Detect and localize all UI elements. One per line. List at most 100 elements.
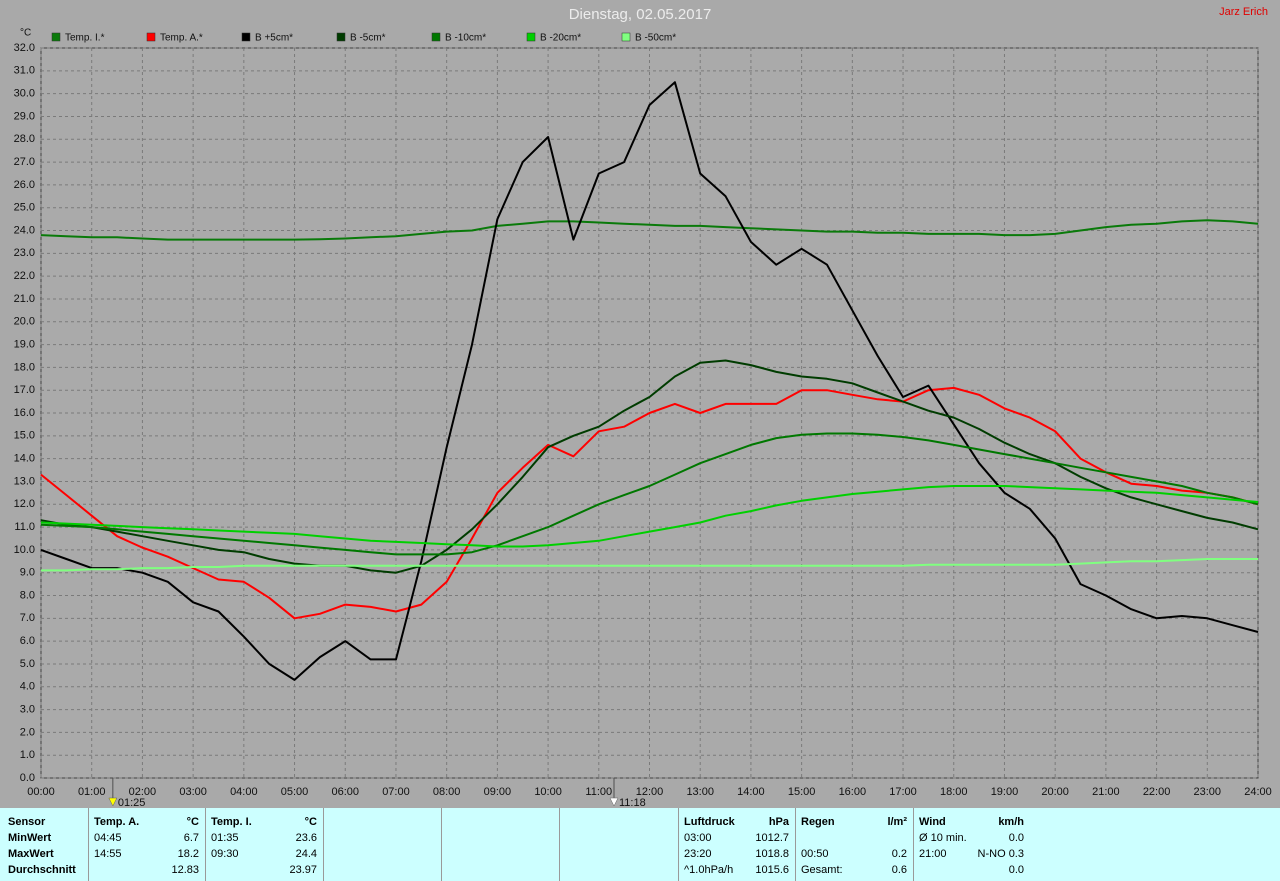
y-tick-label: 22.0 bbox=[14, 270, 35, 282]
separator bbox=[678, 808, 679, 881]
legend-label: B +5cm* bbox=[255, 33, 293, 44]
y-tick-label: 3.0 bbox=[20, 703, 35, 715]
separator bbox=[795, 808, 796, 881]
separator bbox=[205, 808, 206, 881]
column-header: Regen bbox=[801, 816, 835, 828]
series-line bbox=[40, 485, 1259, 548]
series-line bbox=[41, 558, 1258, 572]
y-tick-label: 11.0 bbox=[14, 521, 35, 533]
column-unit: °C bbox=[304, 816, 317, 828]
legend-swatch bbox=[336, 32, 346, 42]
x-tick-label: 00:00 bbox=[27, 786, 55, 798]
cell-time: 00:50 bbox=[801, 848, 829, 860]
row-label: Sensor bbox=[8, 816, 46, 828]
cell-time: Ø 10 min. bbox=[919, 832, 967, 844]
legend-swatch bbox=[241, 32, 251, 42]
y-tick-label: 27.0 bbox=[14, 156, 35, 168]
x-tick-label: 19:00 bbox=[991, 786, 1019, 798]
y-tick-label: 1.0 bbox=[20, 749, 35, 761]
x-tick-label: 21:00 bbox=[1092, 786, 1120, 798]
x-tick-label: 07:00 bbox=[382, 786, 410, 798]
x-tick-label: 24:00 bbox=[1244, 786, 1272, 798]
cell-value: 6.7 bbox=[183, 832, 199, 844]
y-tick-label: 4.0 bbox=[20, 681, 35, 693]
y-tick-label: 18.0 bbox=[14, 361, 35, 373]
x-tick-label: 05:00 bbox=[281, 786, 309, 798]
cell-value: 18.2 bbox=[177, 848, 199, 860]
y-tick-label: 7.0 bbox=[20, 612, 35, 624]
y-tick-label: 12.0 bbox=[14, 498, 35, 510]
y-tick-label: 17.0 bbox=[14, 384, 35, 396]
series-line bbox=[40, 432, 1259, 556]
cell-value: 1018.8 bbox=[755, 848, 789, 860]
column-header: Wind bbox=[919, 816, 946, 828]
x-tick-label: 15:00 bbox=[788, 786, 816, 798]
legend-swatch bbox=[431, 32, 441, 42]
separator bbox=[559, 808, 560, 881]
x-tick-label: 03:00 bbox=[179, 786, 207, 798]
y-tick-label: 20.0 bbox=[14, 316, 35, 328]
x-tick-label: 18:00 bbox=[940, 786, 968, 798]
cell-time: 09:30 bbox=[211, 848, 239, 860]
y-tick-label: 16.0 bbox=[14, 407, 35, 419]
separator bbox=[323, 808, 324, 881]
y-tick-label: 2.0 bbox=[20, 726, 35, 738]
cell-time: 04:45 bbox=[94, 832, 122, 844]
column-unit: hPa bbox=[768, 816, 789, 828]
legend-swatch bbox=[526, 32, 536, 42]
cell-time: 23:20 bbox=[684, 848, 712, 860]
x-tick-label: 22:00 bbox=[1143, 786, 1171, 798]
legend-label: B -20cm* bbox=[540, 33, 581, 44]
legend-swatch bbox=[621, 32, 631, 42]
x-tick-label: 12:00 bbox=[636, 786, 664, 798]
y-tick-label: 14.0 bbox=[14, 453, 35, 465]
x-tick-label: 06:00 bbox=[331, 786, 359, 798]
series-line bbox=[40, 219, 1259, 241]
stats-panel: Sensor MinWert MaxWert Durchschnitt Temp. A.… bbox=[0, 808, 1280, 881]
cell-value: 23.97 bbox=[289, 864, 317, 876]
legend-swatch bbox=[51, 32, 61, 42]
cell-value: 0.0 bbox=[1008, 832, 1024, 844]
legend-label: B -10cm* bbox=[445, 33, 486, 44]
cell-time: 03:00 bbox=[684, 832, 712, 844]
x-tick-label: 23:00 bbox=[1194, 786, 1222, 798]
legend-label: Temp. I.* bbox=[65, 33, 105, 44]
x-tick-label: 17:00 bbox=[889, 786, 917, 798]
y-tick-label: 24.0 bbox=[14, 224, 35, 236]
chart-title: Dienstag, 02.05.2017 bbox=[569, 6, 712, 23]
marker-label: 11:18 bbox=[619, 797, 646, 808]
row-label: Durchschnitt bbox=[8, 864, 76, 876]
y-tick-label: 23.0 bbox=[14, 247, 35, 259]
cell-value: 0.6 bbox=[891, 864, 907, 876]
cell-value: 1012.7 bbox=[755, 832, 789, 844]
x-tick-label: 02:00 bbox=[129, 786, 157, 798]
y-axis-label: °C bbox=[20, 28, 31, 39]
y-tick-label: 5.0 bbox=[20, 658, 35, 670]
legend-label: B -50cm* bbox=[635, 33, 676, 44]
y-tick-label: 30.0 bbox=[14, 88, 35, 100]
separator bbox=[913, 808, 914, 881]
y-tick-label: 19.0 bbox=[14, 338, 35, 350]
cell-time: Gesamt: bbox=[801, 864, 843, 876]
y-tick-label: 10.0 bbox=[14, 544, 35, 556]
column-unit: km/h bbox=[998, 816, 1024, 828]
separator bbox=[441, 808, 442, 881]
x-tick-label: 13:00 bbox=[686, 786, 714, 798]
x-tick-label: 04:00 bbox=[230, 786, 258, 798]
cell-time: 01:35 bbox=[211, 832, 239, 844]
cell-value: 23.6 bbox=[295, 832, 317, 844]
y-tick-label: 9.0 bbox=[20, 567, 35, 579]
cell-value: 12.83 bbox=[171, 864, 199, 876]
cell-value: 1015.6 bbox=[755, 864, 789, 876]
y-tick-label: 25.0 bbox=[14, 202, 35, 214]
x-tick-label: 01:00 bbox=[78, 786, 106, 798]
cell-value: 0.2 bbox=[891, 848, 907, 860]
separator bbox=[88, 808, 89, 881]
x-tick-label: 09:00 bbox=[484, 786, 512, 798]
y-tick-label: 15.0 bbox=[14, 430, 35, 442]
column-unit: °C bbox=[186, 816, 199, 828]
y-tick-label: 32.0 bbox=[14, 42, 35, 54]
author: Jarz Erich bbox=[1219, 6, 1268, 18]
x-tick-label: 20:00 bbox=[1041, 786, 1069, 798]
